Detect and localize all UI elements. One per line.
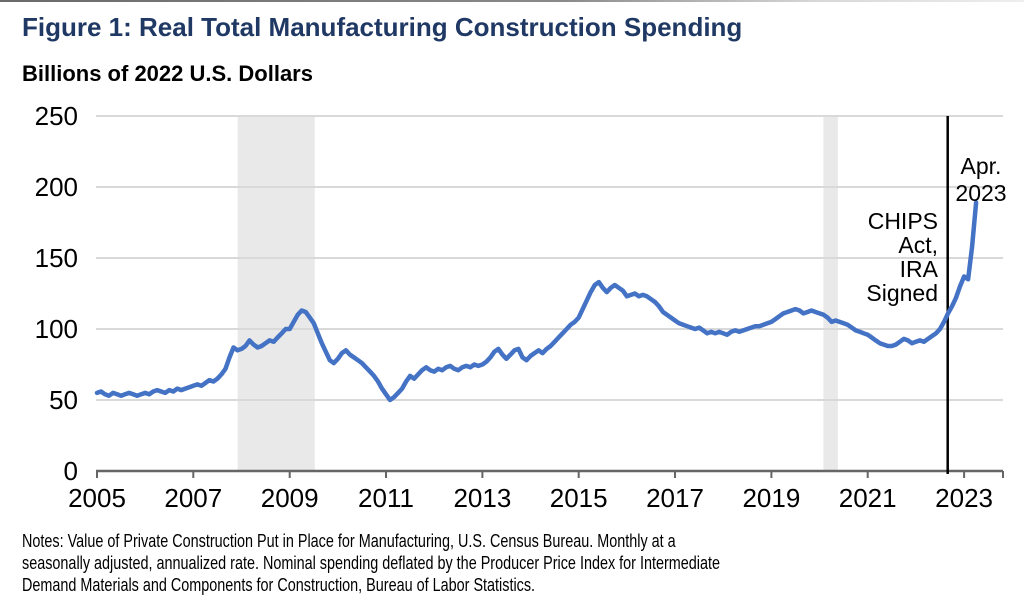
x-tick-label: 2005 (68, 483, 126, 513)
annotation-chips-line-1: CHIPS (868, 208, 938, 234)
source-notes: Notes: Value of Private Construction Put… (22, 530, 720, 596)
annotation-chips-line-2: Act, (898, 232, 938, 258)
annotation-chips-line-4: Signed (866, 280, 938, 306)
recession-band (823, 116, 838, 471)
figure-title: Figure 1: Real Total Manufacturing Const… (22, 12, 743, 42)
figure-subtitle: Billions of 2022 U.S. Dollars (22, 61, 313, 86)
x-tick-label: 2011 (358, 483, 414, 513)
y-tick-label: 100 (35, 314, 78, 344)
annotation-chips-line-3: IRA (900, 256, 939, 282)
y-tick-label: 0 (64, 456, 78, 486)
x-tick-label: 2007 (164, 483, 222, 513)
x-axis-group: 2005 2007 2009 2011 2013 2015 2017 2019 2021 2023 (68, 469, 1004, 513)
source-notes-line-3: Demand Materials and Components for Cons… (22, 575, 536, 595)
y-axis-labels-group: 0 50 100 150 200 250 (35, 101, 78, 486)
x-tick-label: 2019 (742, 483, 800, 513)
y-tick-label: 250 (35, 101, 78, 131)
recession-bands-group (237, 116, 838, 471)
annotation-endpoint-line-1: Apr. (961, 153, 1002, 179)
gridlines-group (96, 115, 1003, 401)
recession-band (237, 116, 315, 471)
source-notes-line-1: Notes: Value of Private Construction Put… (22, 531, 676, 551)
top-border (0, 0, 1024, 2)
x-tick-label: 2017 (646, 483, 704, 513)
x-tick-label: 2013 (453, 483, 511, 513)
y-tick-label: 150 (35, 243, 78, 273)
source-notes-line-2: seasonally adjusted, annualized rate. No… (22, 553, 721, 573)
x-tick-label: 2009 (261, 483, 319, 513)
x-tick-label: 2015 (550, 483, 608, 513)
annotation-endpoint-line-2: 2023 (955, 180, 1006, 206)
y-tick-label: 200 (35, 172, 78, 202)
spending-line-series (94, 200, 979, 403)
x-tick-label: 2021 (839, 483, 897, 513)
y-tick-label: 50 (49, 385, 78, 415)
x-tick-label: 2023 (935, 483, 993, 513)
